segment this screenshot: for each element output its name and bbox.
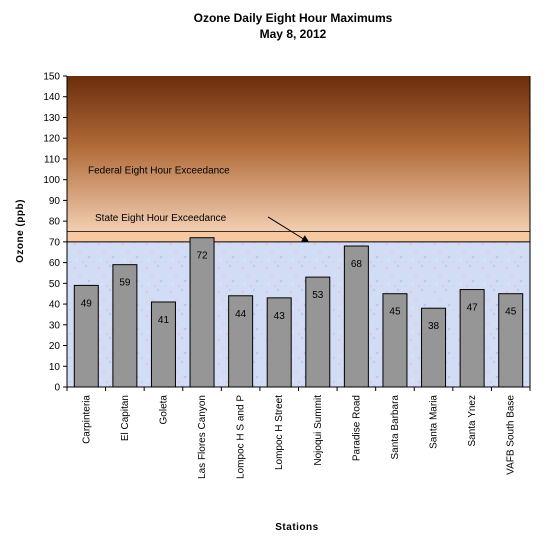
plot-background [67,76,530,387]
x-category-label: Santa Barbara [390,395,401,460]
bar-value-label: 44 [235,309,247,320]
bar-value-label: 72 [196,251,208,262]
bar-value-label: 53 [312,290,324,301]
y-tick-label: 30 [49,320,61,331]
bar-value-label: 38 [428,321,440,332]
x-category-label: Goleta [158,395,169,425]
bar-value-label: 49 [81,298,93,309]
x-category-label: Lompoc H S and P [236,395,247,479]
y-tick-label: 150 [43,72,60,83]
bar [73,284,99,388]
bar [459,289,485,388]
chart-subtitle: May 8, 2012 [260,27,327,41]
bar-value-label: 45 [389,307,401,318]
bar [112,264,138,388]
x-category-label: Santa Ynez [467,395,478,447]
y-tick-label: 10 [49,362,61,373]
bar [343,245,369,388]
y-tick-label: 100 [43,175,60,186]
y-tick-label: 120 [43,134,60,145]
y-axis-ticks: 0 10 20 30 40 50 60 70 80 90 100 110 120 130 140 150 [43,72,67,394]
bar-value-label: 68 [351,259,363,270]
y-tick-label: 90 [49,196,61,207]
y-tick-label: 60 [49,258,61,269]
x-category-label: Paradise Road [351,395,362,461]
y-axis-title: Ozone (ppb) [15,199,26,263]
y-tick-label: 80 [49,217,61,228]
bar-series: 49 59 41 72 44 43 53 68 45 38 47 45 [73,237,524,388]
bar-value-label: 45 [505,307,517,318]
y-tick-label: 0 [54,383,60,394]
x-category-label: Carpinteria [81,395,92,444]
x-axis-title: Stations [275,522,318,533]
y-tick-label: 40 [49,300,61,311]
below-standard-zone [67,241,530,387]
x-category-label: Lompoc H Street [274,395,285,470]
x-category-label: Las Flores Canyon [197,395,208,479]
bar [498,293,524,388]
federal-exceedance-label: Federal Eight Hour Exceedance [88,165,230,176]
y-tick-label: 20 [49,341,61,352]
y-tick-label: 130 [43,113,60,124]
state-exceedance-label: State Eight Hour Exceedance [95,213,227,224]
chart-title: Ozone Daily Eight Hour Maximums [194,11,393,25]
x-category-label: VAFB South Base [506,395,517,475]
y-tick-label: 70 [49,237,61,248]
state-label-arrow [267,216,309,242]
bar-value-label: 41 [158,315,170,326]
federal-exceedance-zone [67,76,530,232]
bar-value-label: 47 [467,303,479,314]
y-tick-label: 110 [44,154,60,165]
bar [305,276,331,388]
bar [228,295,254,388]
bar [382,293,408,388]
bar [189,237,215,388]
bar [421,307,447,388]
x-category-label: El Capitan [120,395,131,441]
x-category-label: Santa Maria [429,395,440,449]
y-tick-label: 140 [43,92,60,103]
x-axis-ticks: Carpinteria El Capitan Goleta Las Flores Ca… [66,387,531,479]
state-exceedance-zone [67,231,530,242]
y-tick-label: 50 [49,279,61,290]
x-category-label: Nojoqui Summit [313,395,324,466]
bar-value-label: 43 [274,311,286,322]
bar-value-label: 59 [119,278,131,289]
bar [150,301,176,388]
